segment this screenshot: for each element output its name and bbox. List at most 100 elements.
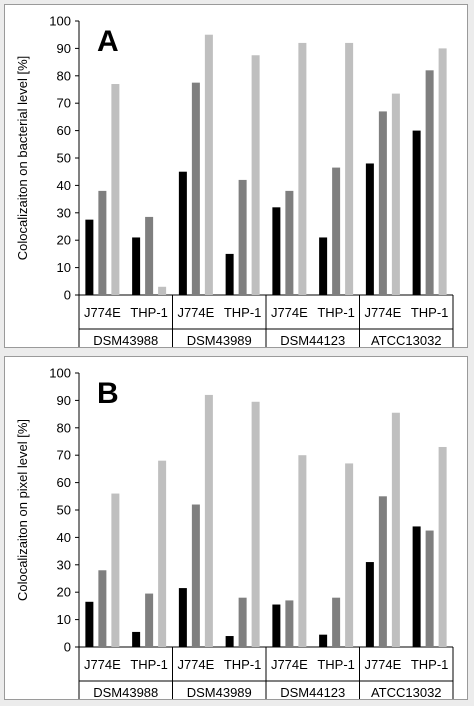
bar [378, 496, 387, 647]
category-label: THP-1 [130, 305, 168, 320]
category-label: THP-1 [411, 305, 449, 320]
category-label: J774E [364, 305, 401, 320]
y-tick-label: 100 [49, 14, 71, 29]
chart-panel-b: B Colocalizaiton on pixel level [%] 0 10 20 3… [4, 356, 468, 700]
y-tick-label: 70 [57, 96, 71, 111]
bar [319, 634, 328, 647]
bar [145, 593, 154, 647]
y-tick-label: 40 [57, 530, 71, 545]
category-label: J774E [84, 657, 121, 672]
category-label: THP-1 [317, 657, 355, 672]
group-label: DSM43989 [187, 685, 252, 699]
y-tick-label: 90 [57, 41, 71, 56]
bar [391, 93, 400, 295]
bar [345, 463, 354, 647]
bar [272, 604, 281, 647]
bar [158, 286, 167, 295]
y-tick-label: 100 [49, 366, 71, 381]
group-label: DSM43989 [187, 333, 252, 347]
bar [191, 82, 200, 296]
bar [158, 460, 167, 647]
y-tick-label: 20 [57, 233, 71, 248]
bar [285, 190, 294, 295]
bar [438, 446, 447, 647]
bar [191, 504, 200, 647]
chart-a-svg: A Colocalizaiton on bacterial level [%] 0 1… [15, 14, 454, 347]
y-tick-label: 80 [57, 68, 71, 83]
bar [345, 42, 354, 295]
bar [285, 600, 294, 647]
bar [378, 111, 387, 295]
group-label: DSM44123 [280, 685, 345, 699]
y-tick-label: 0 [64, 640, 71, 655]
bar [85, 219, 94, 295]
bar [178, 171, 187, 295]
bar [204, 34, 213, 295]
y-tick-label: 0 [64, 288, 71, 303]
bar [332, 597, 341, 647]
bar [85, 601, 94, 647]
y-axis-title: Colocalizaiton on bacterial level [%] [15, 56, 30, 261]
y-tick-label: 40 [57, 178, 71, 193]
bar [298, 42, 307, 295]
y-tick-label: 30 [57, 557, 71, 572]
bar [412, 130, 421, 295]
y-tick-label: 80 [57, 420, 71, 435]
panel-label: B [97, 377, 119, 410]
bar [438, 48, 447, 296]
y-tick-label: 30 [57, 205, 71, 220]
y-tick-label: 60 [57, 475, 71, 490]
bar [272, 207, 281, 295]
bar [238, 179, 247, 295]
y-tick-label: 70 [57, 448, 71, 463]
bar [365, 562, 374, 647]
y-tick-label: 50 [57, 151, 71, 166]
category-label: J774E [364, 657, 401, 672]
bar [365, 163, 374, 295]
bar [238, 597, 247, 647]
bar [298, 455, 307, 647]
bar [98, 570, 107, 647]
group-label: DSM43988 [93, 333, 158, 347]
bar [111, 84, 120, 296]
category-label: THP-1 [411, 657, 449, 672]
chart-panel-a: A Colocalizaiton on bacterial level [%] 0 1… [4, 4, 468, 348]
group-label: DSM43988 [93, 685, 158, 699]
group-label: ATCC13032 [371, 685, 442, 699]
category-label: THP-1 [130, 657, 168, 672]
category-label: J774E [177, 305, 214, 320]
category-label: THP-1 [224, 305, 262, 320]
bar [178, 588, 187, 647]
y-tick-label: 60 [57, 123, 71, 138]
bar [391, 412, 400, 647]
y-tick-label: 10 [57, 612, 71, 627]
category-label: THP-1 [317, 305, 355, 320]
bar [132, 237, 141, 295]
group-label: DSM44123 [280, 333, 345, 347]
bar [204, 394, 213, 647]
bar [412, 526, 421, 647]
y-tick-label: 50 [57, 503, 71, 518]
bar [251, 401, 260, 647]
y-axis-title: Colocalizaiton on pixel level [%] [15, 419, 30, 601]
category-label: J774E [177, 657, 214, 672]
category-label: J774E [84, 305, 121, 320]
bar [332, 167, 341, 295]
y-tick-label: 90 [57, 393, 71, 408]
bar [251, 55, 260, 295]
bar [98, 190, 107, 295]
bar [319, 237, 328, 295]
y-tick-label: 10 [57, 260, 71, 275]
category-label: J774E [271, 305, 308, 320]
bar [225, 253, 234, 295]
chart-b-svg: B Colocalizaiton on pixel level [%] 0 10 20 3… [15, 366, 454, 699]
panel-label: A [97, 25, 119, 58]
bar [425, 530, 434, 647]
bar [425, 70, 434, 295]
category-label: J774E [271, 657, 308, 672]
y-tick-label: 20 [57, 585, 71, 600]
bar [111, 493, 120, 647]
bar [145, 216, 154, 295]
category-label: THP-1 [224, 657, 262, 672]
bar [132, 631, 141, 647]
